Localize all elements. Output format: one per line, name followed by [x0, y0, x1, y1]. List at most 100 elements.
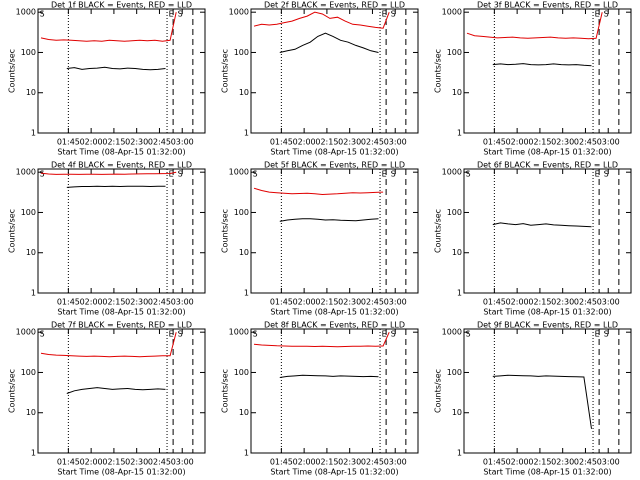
y-tick-label: 10	[452, 88, 462, 97]
plot-frame	[37, 328, 206, 454]
annotation: E	[382, 330, 387, 339]
series-line	[279, 218, 379, 222]
x-tick-label: 02:15	[102, 298, 125, 307]
chart-title: Det 5f BLACK = Events, RED = LLD	[264, 161, 405, 170]
y-axis-label: Counts/sec	[8, 369, 17, 413]
x-axis-label: Start Time (08-Apr-15 01:32:00)	[270, 148, 398, 157]
series-line	[66, 66, 166, 71]
y-tick-label: 1000	[442, 328, 462, 337]
x-tick-label: 01:45	[270, 458, 293, 467]
y-tick-label: 1	[31, 289, 36, 298]
series-line	[40, 332, 177, 358]
y-tick-label: 1000	[229, 328, 249, 337]
x-tick-label: 02:00	[506, 298, 529, 307]
x-axis-label: Start Time (08-Apr-15 01:32:00)	[57, 148, 185, 157]
plot-frame	[463, 328, 632, 454]
y-tick-label: 1000	[229, 168, 249, 177]
chart-title: Det 3f BLACK = Events, RED = LLD	[477, 1, 618, 10]
x-tick-label: 02:45	[148, 458, 171, 467]
x-tick-label: 02:15	[528, 138, 551, 147]
x-tick-label: 02:00	[506, 458, 529, 467]
plot-frame	[250, 168, 419, 294]
annotation: S	[40, 10, 45, 19]
x-axis-label: Start Time (08-Apr-15 01:32:00)	[57, 468, 185, 477]
y-axis-label: Counts/sec	[8, 209, 17, 253]
annotation: E	[595, 330, 600, 339]
series-line	[492, 63, 592, 67]
y-tick-label: 10	[239, 408, 249, 417]
chart-title: Det 8f BLACK = Events, RED = LLD	[264, 321, 405, 330]
x-tick-label: 01:45	[483, 138, 506, 147]
annotation: S	[178, 170, 183, 179]
x-tick-label: 02:00	[293, 298, 316, 307]
chart-title: Det 2f BLACK = Events, RED = LLD	[264, 1, 405, 10]
x-tick-label: 03:00	[384, 458, 407, 467]
x-tick-label: 02:15	[528, 458, 551, 467]
y-tick-label: 1	[457, 129, 462, 138]
y-axis-label: Counts/sec	[221, 369, 230, 413]
y-tick-label: 100	[21, 48, 36, 57]
x-tick-label: 02:15	[315, 298, 338, 307]
y-tick-label: 1	[244, 289, 249, 298]
y-tick-label: 1	[31, 129, 36, 138]
annotation: E	[169, 170, 174, 179]
y-tick-label: 1000	[229, 8, 249, 17]
x-tick-label: 03:00	[384, 298, 407, 307]
y-tick-label: 1	[457, 289, 462, 298]
annotation: S	[178, 10, 183, 19]
x-tick-label: 02:15	[528, 298, 551, 307]
y-tick-label: 1000	[16, 8, 36, 17]
x-tick-label: 03:00	[597, 458, 620, 467]
x-tick-label: 01:45	[483, 298, 506, 307]
plot-frame	[250, 8, 419, 134]
annotation: S	[604, 330, 609, 339]
annotation: S	[604, 170, 609, 179]
y-tick-label: 100	[234, 368, 249, 377]
y-axis-label: Counts/sec	[221, 209, 230, 253]
x-tick-label: 02:00	[80, 298, 103, 307]
y-tick-label: 10	[26, 88, 36, 97]
x-tick-label: 02:30	[125, 458, 148, 467]
y-tick-label: 1000	[16, 168, 36, 177]
y-tick-label: 10	[26, 408, 36, 417]
x-tick-label: 02:45	[148, 298, 171, 307]
y-tick-label: 100	[21, 368, 36, 377]
annotation: S	[466, 330, 471, 339]
x-tick-label: 02:15	[315, 138, 338, 147]
x-axis-label: Start Time (08-Apr-15 01:32:00)	[483, 308, 611, 317]
x-tick-label: 02:45	[574, 298, 597, 307]
annotation: S	[178, 330, 183, 339]
x-tick-label: 02:15	[315, 458, 338, 467]
annotation: S	[466, 170, 471, 179]
x-tick-label: 01:45	[57, 458, 80, 467]
series-line	[466, 12, 603, 40]
chart-title: Det 9f BLACK = Events, RED = LLD	[477, 321, 618, 330]
x-tick-label: 01:45	[57, 298, 80, 307]
annotation: S	[604, 10, 609, 19]
annotation: E	[595, 170, 600, 179]
y-tick-label: 10	[452, 408, 462, 417]
chart-title: Det 4f BLACK = Events, RED = LLD	[51, 161, 192, 170]
x-axis-label: Start Time (08-Apr-15 01:32:00)	[270, 468, 398, 477]
annotation: E	[382, 170, 387, 179]
x-tick-label: 03:00	[171, 138, 194, 147]
y-tick-label: 10	[239, 88, 249, 97]
y-tick-label: 1	[31, 449, 36, 458]
x-tick-label: 02:30	[125, 138, 148, 147]
x-tick-label: 03:00	[171, 458, 194, 467]
x-tick-label: 01:45	[270, 298, 293, 307]
x-tick-label: 02:00	[293, 138, 316, 147]
y-axis-label: Counts/sec	[8, 49, 17, 93]
annotation: E	[169, 330, 174, 339]
chart-title: Det 1f BLACK = Events, RED = LLD	[51, 1, 192, 10]
x-tick-label: 01:45	[483, 458, 506, 467]
x-tick-label: 02:30	[338, 458, 361, 467]
plot-frame	[250, 328, 419, 454]
annotation: S	[253, 170, 258, 179]
x-tick-label: 02:45	[574, 458, 597, 467]
x-axis-label: Start Time (08-Apr-15 01:32:00)	[483, 468, 611, 477]
annotation: E	[595, 10, 600, 19]
x-tick-label: 02:45	[361, 138, 384, 147]
chart-title: Det 7f BLACK = Events, RED = LLD	[51, 321, 192, 330]
y-tick-label: 10	[239, 248, 249, 257]
